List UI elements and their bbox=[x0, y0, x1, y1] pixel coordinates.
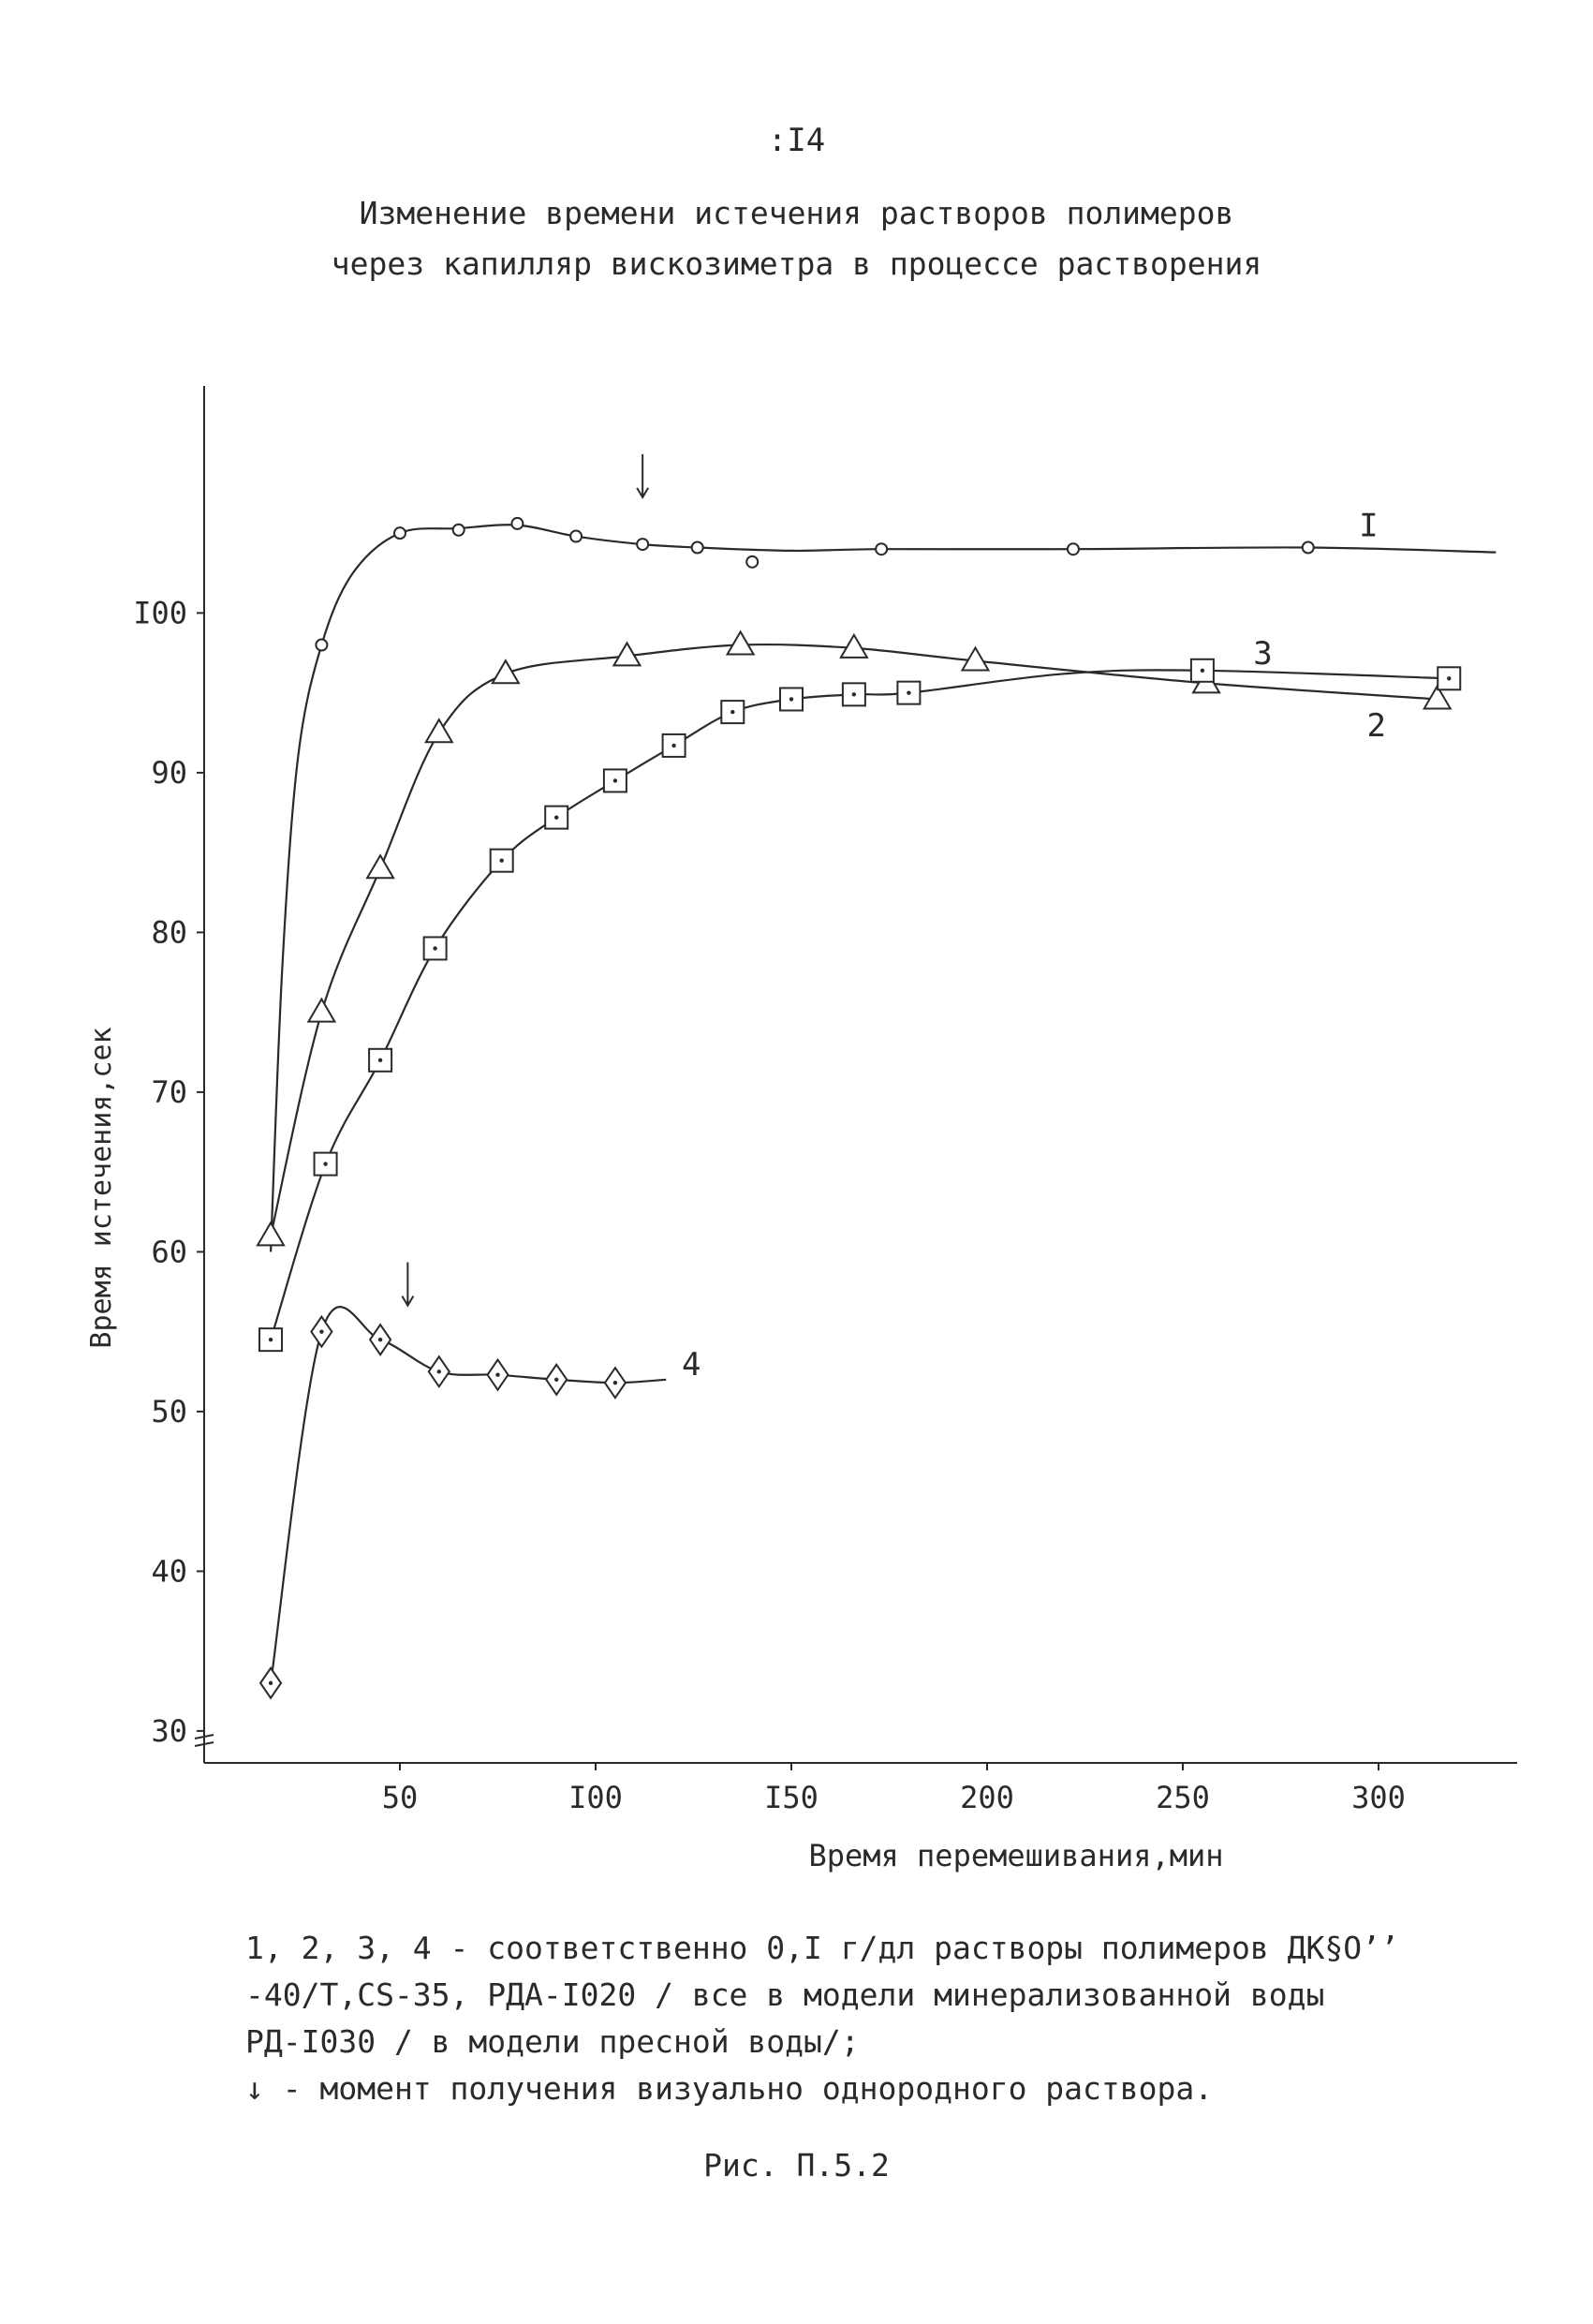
axes bbox=[194, 386, 1517, 1764]
series-2-point bbox=[839, 632, 869, 659]
y-tick-label: 70 bbox=[151, 1074, 187, 1110]
series-markers bbox=[256, 516, 1462, 1700]
series-2-point bbox=[256, 1221, 286, 1247]
series-4-point-dot bbox=[436, 1369, 441, 1374]
series-I-point bbox=[875, 542, 889, 556]
series-3-point-dot bbox=[1200, 668, 1205, 673]
series-3-point-dot bbox=[499, 858, 504, 863]
caption-line-2: -40/Т,CS-35, РДА-I020 / все в модели мин… bbox=[245, 1976, 1325, 2013]
series-2-point bbox=[612, 641, 642, 667]
series-2-point bbox=[725, 629, 756, 656]
series-4-point-dot bbox=[554, 1377, 559, 1383]
y-tick-label: 90 bbox=[151, 755, 187, 791]
series-3-point-dot bbox=[554, 815, 559, 820]
series-3-point-dot bbox=[377, 1058, 383, 1063]
series-3-point bbox=[489, 848, 514, 873]
series-I-point bbox=[393, 526, 406, 540]
series-2-point bbox=[1422, 684, 1453, 710]
series-I-point bbox=[745, 555, 760, 569]
series-3-point bbox=[313, 1151, 338, 1177]
chart-title-line-2: через капилляр вискозиметра в процессе р… bbox=[331, 245, 1262, 282]
x-tick-label: 250 bbox=[1156, 1780, 1210, 1815]
series-2-point bbox=[491, 659, 521, 685]
series-I-point bbox=[451, 523, 465, 537]
series-4-point-dot bbox=[495, 1372, 500, 1377]
series-I-dissolution-arrow bbox=[636, 453, 650, 499]
x-axis-label: Время перемешивания,мин bbox=[808, 1838, 1223, 1873]
caption-line-3: РД-I030 / в модели пресной воды/; bbox=[245, 2023, 860, 2060]
annotations: I 2 3 4 bbox=[401, 453, 1386, 1384]
series-4-point-dot bbox=[612, 1381, 618, 1385]
series-I-point bbox=[636, 538, 650, 552]
series-3-point-dot bbox=[789, 697, 794, 702]
series-3-point-dot bbox=[730, 709, 735, 715]
y-tick-label: 30 bbox=[151, 1713, 187, 1749]
series-I-point bbox=[510, 516, 524, 530]
figure-label: Рис. П.5.2 bbox=[703, 2147, 890, 2183]
series-4-point-dot bbox=[377, 1337, 383, 1342]
series-I-point bbox=[1066, 542, 1080, 556]
series-3-point-dot bbox=[671, 743, 676, 748]
series-2-line bbox=[270, 643, 1438, 1236]
x-axis-ticks: 50 I00 I50 200 250 300 bbox=[382, 1763, 1406, 1815]
series-I-point bbox=[690, 540, 704, 555]
series-2-point bbox=[960, 645, 991, 672]
series-I-point bbox=[1301, 540, 1315, 555]
x-tick-label: I50 bbox=[764, 1780, 819, 1815]
series-2-point bbox=[306, 997, 337, 1023]
series-I-point bbox=[569, 529, 583, 543]
series-I-label: I bbox=[1359, 508, 1378, 545]
series-curves bbox=[270, 524, 1497, 1683]
series-I-line bbox=[270, 524, 1497, 1252]
series-4-line bbox=[270, 1306, 667, 1683]
y-tick-label: 80 bbox=[151, 914, 187, 950]
x-tick-label: 50 bbox=[382, 1780, 419, 1815]
series-3-point-dot bbox=[612, 778, 618, 783]
series-4-label: 4 bbox=[682, 1346, 701, 1384]
y-tick-label: 50 bbox=[151, 1394, 187, 1429]
series-4-dissolution-arrow bbox=[401, 1262, 415, 1308]
series-I-point bbox=[315, 638, 329, 652]
figure-caption: 1, 2, 3, 4 - соответственно 0,I г/дл рас… bbox=[245, 1925, 1399, 2112]
x-tick-label: 200 bbox=[960, 1780, 1014, 1815]
series-3-line bbox=[270, 669, 1450, 1340]
y-tick-label: 40 bbox=[151, 1553, 187, 1589]
caption-line-4: ↓ - момент получения визуально однородно… bbox=[245, 2070, 1214, 2107]
y-tick-label: I00 bbox=[133, 595, 187, 630]
x-tick-label: I00 bbox=[568, 1780, 623, 1815]
series-3-point-dot bbox=[268, 1337, 273, 1342]
series-3-label: 3 bbox=[1253, 635, 1272, 673]
series-3-point-dot bbox=[323, 1162, 328, 1166]
series-2-label: 2 bbox=[1366, 707, 1385, 745]
chart-title-line-1: Изменение времени истечения растворов по… bbox=[359, 195, 1234, 231]
series-3-point-dot bbox=[1447, 676, 1452, 681]
series-2-point bbox=[365, 853, 395, 880]
y-axis-ticks: 30 40 50 60 70 80 90 I00 bbox=[133, 595, 204, 1749]
series-4-point-dot bbox=[268, 1680, 273, 1685]
series-3-point-dot bbox=[433, 946, 437, 951]
page-number: :I4 bbox=[767, 122, 826, 159]
series-2-point bbox=[424, 718, 454, 744]
series-3-point-dot bbox=[907, 690, 911, 695]
viscosity-chart: 30 40 50 60 70 80 90 I00 50 I00 I50 200 250 300 I 2 3 4… bbox=[85, 386, 1517, 1873]
y-tick-label: 60 bbox=[151, 1234, 187, 1269]
y-axis-label: Время истечения,сек bbox=[85, 1027, 118, 1348]
y-axis-break bbox=[194, 1734, 214, 1747]
x-tick-label: 300 bbox=[1351, 1780, 1406, 1815]
series-3-point-dot bbox=[851, 692, 857, 697]
caption-line-1: 1, 2, 3, 4 - соответственно 0,I г/дл рас… bbox=[245, 1930, 1399, 1966]
series-4-point-dot bbox=[319, 1329, 324, 1334]
